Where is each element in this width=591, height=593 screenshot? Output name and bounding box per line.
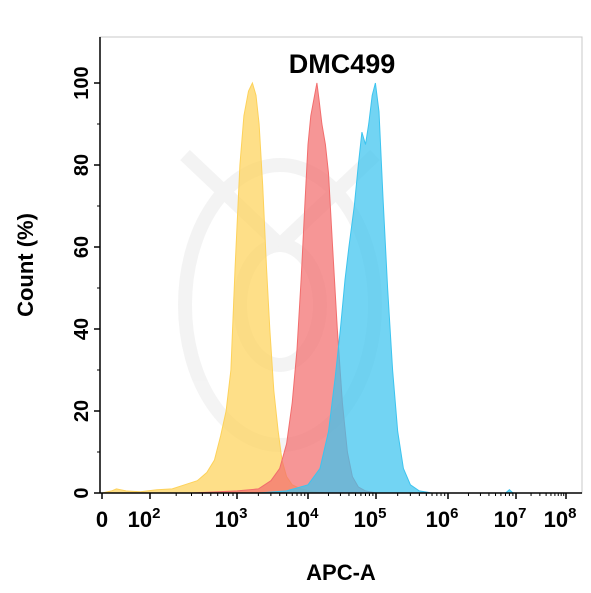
chart-title: DMC499: [289, 49, 396, 79]
x-tick-label: 103: [215, 505, 248, 532]
x-axis-label: APC-A: [306, 560, 376, 585]
y-tick-label: 20: [71, 400, 93, 422]
histogram-series-3: [258, 82, 515, 494]
x-tick-label: 106: [426, 505, 459, 532]
axes-layer: 0 20 40 60 80 100 0 102 103 104 105 106 107 108: [71, 37, 582, 532]
x-tick-label: 102: [128, 505, 161, 532]
x-tick-label: 108: [544, 505, 577, 532]
y-tick-label: 60: [71, 236, 93, 258]
series-layer: [101, 81, 515, 494]
y-axis-label: Count (%): [13, 213, 38, 317]
y-tick-label: 80: [71, 154, 93, 176]
y-tick-label: 0: [71, 487, 93, 498]
x-tick-label: 0: [96, 507, 108, 532]
x-tick-label: 104: [286, 505, 319, 532]
x-tick-label: 105: [354, 505, 387, 532]
y-tick-label: 100: [71, 66, 93, 99]
y-tick-label: 40: [71, 318, 93, 340]
x-tick-label: 107: [494, 505, 527, 532]
